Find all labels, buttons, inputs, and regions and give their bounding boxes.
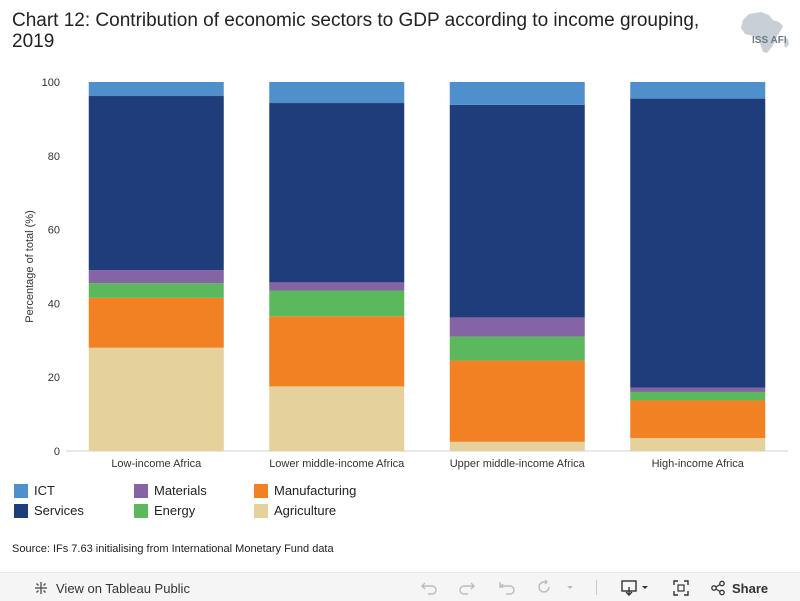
legend-label-energy: Energy — [154, 503, 196, 518]
legend-swatch-ict — [14, 483, 28, 498]
y-tick-label: 0 — [54, 446, 60, 458]
bar-segment-agriculture-4[interactable] — [630, 438, 766, 451]
stacked-bar-chart: 0 20 40 60 80 100 Percentage of total (%) Low-i… — [24, 77, 788, 470]
y-tick-label: 60 — [48, 225, 60, 237]
logo-text: ISS AFI — [752, 35, 787, 46]
refresh-icon[interactable] — [535, 579, 553, 595]
tableau-logo-icon — [35, 582, 47, 594]
bar-segment-services-4[interactable] — [630, 98, 766, 388]
bar-segment-materials-2[interactable] — [269, 282, 405, 291]
bar-segment-energy-1[interactable] — [88, 283, 224, 298]
legend-label-ict: ICT — [34, 483, 55, 498]
bar-segment-services-3[interactable] — [449, 104, 585, 318]
legend-label-services: Services — [34, 503, 84, 518]
bar-segment-services-2[interactable] — [269, 103, 405, 283]
y-tick-label: 80 — [48, 151, 60, 163]
legend-swatch-agriculture — [254, 503, 268, 518]
legend: ICT Services Materials Energy Manufactur… — [14, 483, 414, 523]
bar-segment-ict-4[interactable] — [630, 82, 766, 99]
x-tick-label: High-income Africa — [652, 458, 745, 470]
view-on-tableau-label: View on Tableau Public — [56, 580, 190, 596]
bar-segment-materials-4[interactable] — [630, 387, 766, 392]
bar-segment-energy-2[interactable] — [269, 290, 405, 317]
bar-segment-ict-2[interactable] — [269, 82, 405, 104]
africa-logo-icon — [741, 12, 789, 53]
fullscreen-icon[interactable] — [672, 579, 690, 597]
bar-segment-manufacturing-4[interactable] — [630, 400, 766, 439]
source-note: Source: IFs 7.63 initialising from Inter… — [12, 543, 334, 555]
bar-segment-materials-3[interactable] — [449, 317, 585, 337]
revert-icon[interactable] — [498, 579, 516, 595]
bar-segment-ict-3[interactable] — [449, 82, 585, 105]
x-tick-label: Lower middle-income Africa — [269, 458, 405, 470]
legend-item-materials[interactable]: Materials — [134, 483, 207, 498]
bar-segment-energy-3[interactable] — [449, 336, 585, 361]
legend-item-ict[interactable]: ICT — [14, 483, 55, 498]
x-tick-label: Upper middle-income Africa — [450, 458, 586, 470]
legend-swatch-materials — [134, 483, 148, 498]
bar-segment-materials-1[interactable] — [88, 270, 224, 284]
toolbar-divider — [596, 580, 597, 595]
legend-label-manufacturing: Manufacturing — [274, 483, 357, 498]
bar-segment-manufacturing-2[interactable] — [269, 316, 405, 387]
legend-swatch-services — [14, 503, 28, 518]
tableau-toolbar: View on Tableau Public Share — [0, 572, 800, 601]
share-icon — [711, 580, 725, 596]
legend-item-agriculture[interactable]: Agriculture — [254, 503, 336, 518]
y-axis-title: Percentage of total (%) — [24, 210, 36, 323]
bar-segment-agriculture-3[interactable] — [449, 441, 585, 451]
bar-segment-services-1[interactable] — [88, 96, 224, 271]
bar-segment-agriculture-2[interactable] — [269, 386, 405, 451]
undo-icon[interactable] — [420, 579, 438, 595]
y-tick-label: 100 — [42, 77, 60, 89]
y-tick-label: 40 — [48, 298, 60, 310]
bar-segment-energy-4[interactable] — [630, 391, 766, 401]
share-label: Share — [732, 580, 769, 596]
legend-item-services[interactable]: Services — [14, 503, 84, 518]
legend-item-manufacturing[interactable]: Manufacturing — [254, 483, 356, 498]
bar-segment-ict-1[interactable] — [88, 82, 224, 97]
x-tick-label: Low-income Africa — [111, 458, 202, 470]
redo-icon[interactable] — [458, 579, 476, 595]
view-on-tableau-link[interactable]: View on Tableau Public — [33, 580, 190, 596]
chevron-down-icon[interactable] — [565, 579, 575, 595]
legend-label-agriculture: Agriculture — [274, 503, 337, 518]
bar-segment-agriculture-1[interactable] — [88, 347, 224, 451]
legend-label-materials: Materials — [154, 483, 207, 498]
share-button[interactable]: Share — [710, 580, 768, 596]
legend-swatch-manufacturing — [254, 483, 268, 498]
legend-item-energy[interactable]: Energy — [134, 503, 195, 518]
bar-segment-manufacturing-1[interactable] — [88, 297, 224, 348]
chart-title: Chart 12: Contribution of economic secto… — [12, 10, 700, 52]
bar-segment-manufacturing-3[interactable] — [449, 360, 585, 442]
legend-swatch-energy — [134, 503, 148, 518]
download-icon[interactable] — [620, 579, 652, 597]
y-tick-label: 20 — [48, 372, 60, 384]
